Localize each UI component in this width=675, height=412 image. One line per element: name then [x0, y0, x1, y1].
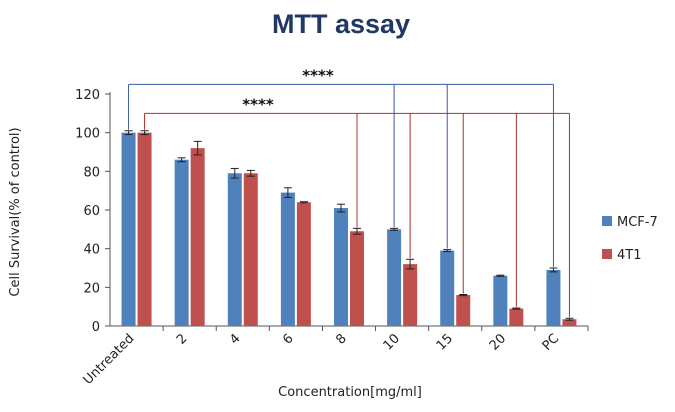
error-bar — [459, 293, 468, 297]
x-tick-label: Untreated — [81, 331, 138, 388]
error-bar — [140, 130, 149, 136]
legend-swatch-mcf-7 — [602, 216, 612, 226]
bar-mcf-7 — [121, 132, 136, 326]
x-tick-label: 20 — [487, 331, 509, 353]
error-bar — [496, 274, 505, 277]
error-bar — [512, 307, 521, 310]
y-tick-label: 100 — [75, 127, 100, 142]
significance-bracket — [128, 83, 554, 267]
bar-mcf-7 — [546, 269, 561, 326]
bar-mcf-7 — [280, 192, 295, 326]
x-tick-label: 10 — [381, 331, 403, 353]
x-tick-label: PC — [540, 331, 563, 354]
legend-entry: 4T1 — [617, 248, 641, 263]
y-axis-label: Cell Survival(% of control) — [8, 127, 23, 296]
bar-4t1 — [562, 319, 577, 326]
error-bar — [406, 258, 415, 270]
y-tick-label: 120 — [75, 88, 100, 103]
bar-mcf-7 — [174, 159, 189, 326]
error-bar — [390, 227, 399, 231]
bar-4t1 — [350, 231, 364, 326]
bar-mcf-7 — [334, 208, 348, 326]
error-bar — [124, 130, 133, 136]
legend-entry: MCF-7 — [617, 215, 658, 230]
bar-mcf-7 — [227, 173, 242, 326]
legend-swatch-4t1 — [602, 249, 612, 259]
error-bar — [193, 140, 202, 156]
bar-mcf-7 — [493, 275, 508, 326]
x-tick-label: 4 — [227, 331, 243, 347]
x-tick-label: 2 — [174, 331, 190, 347]
y-tick-label: 80 — [83, 165, 100, 180]
y-tick-label: 60 — [83, 204, 100, 219]
y-tick-label: 0 — [92, 320, 100, 335]
bar-mcf-7 — [387, 229, 402, 326]
bar-4t1 — [403, 264, 418, 326]
error-bar — [283, 187, 292, 198]
error-bar — [230, 167, 239, 179]
plot-area: 0 20 40 60 80 100 120 Untreated 2 4 6 8 10 15 20 PC ****… — [75, 66, 589, 388]
error-bar — [337, 203, 345, 213]
bar-4t1 — [509, 308, 524, 326]
bar-4t1 — [296, 202, 311, 326]
error-bar — [353, 227, 361, 235]
bar-4t1 — [456, 295, 471, 326]
x-tick-label: 15 — [434, 331, 456, 353]
bar-4t1 — [137, 132, 152, 326]
significance-bracket — [144, 112, 570, 318]
significance-label: **** — [302, 66, 334, 84]
x-tick-label: 8 — [333, 331, 349, 347]
x-axis-label: Concentration[mg/ml] — [278, 385, 422, 400]
bar-4t1 — [190, 148, 205, 326]
significance-label: **** — [242, 95, 274, 113]
legend: MCF-7 4T1 — [602, 215, 658, 263]
chart-title: MTT assay — [272, 9, 410, 39]
bar-mcf-7 — [440, 250, 455, 326]
x-tick-label: 6 — [280, 331, 296, 347]
error-bar — [443, 249, 452, 253]
error-bar — [299, 201, 308, 204]
error-bar — [565, 317, 574, 321]
y-tick-label: 40 — [83, 243, 100, 258]
error-bar — [246, 169, 255, 177]
error-bar — [549, 267, 558, 273]
error-bar — [177, 157, 186, 163]
y-tick-label: 20 — [83, 281, 100, 296]
bar-4t1 — [243, 173, 258, 326]
